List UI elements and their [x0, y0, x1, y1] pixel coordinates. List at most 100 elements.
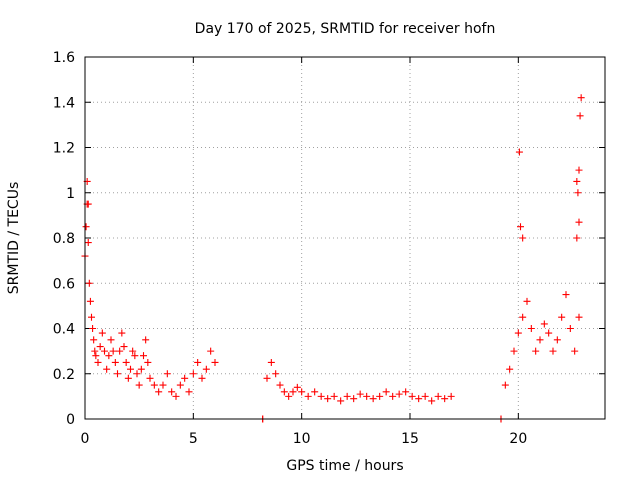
data-point-outlier — [84, 200, 92, 208]
x-tick-labels: 0 5 10 15 20 — [81, 431, 528, 447]
data-point — [111, 358, 119, 366]
data-point — [124, 374, 132, 382]
data-point — [280, 388, 288, 396]
data-point — [211, 358, 219, 366]
data-point — [350, 395, 358, 403]
y-tick-label: 1 — [66, 186, 75, 202]
y-tick-label: 1.6 — [53, 50, 75, 66]
data-point — [146, 374, 154, 382]
data-point — [194, 358, 202, 366]
data-point — [88, 313, 95, 321]
data-point — [272, 370, 280, 378]
data-point — [276, 381, 284, 389]
data-point — [395, 390, 403, 398]
data-point — [510, 347, 518, 355]
data-point — [168, 388, 176, 396]
data-point — [311, 388, 319, 396]
data-point — [402, 388, 410, 396]
data-point — [330, 392, 338, 400]
data-point — [317, 392, 325, 400]
data-point — [298, 388, 306, 396]
data-point — [131, 352, 139, 360]
data-point — [150, 381, 158, 389]
data-point — [304, 392, 312, 400]
data-point — [263, 374, 271, 382]
data-point-outlier — [576, 112, 584, 120]
data-point — [94, 358, 102, 366]
plot-frame — [84, 56, 606, 420]
data-point — [527, 325, 535, 332]
data-point — [289, 388, 297, 396]
data-points — [81, 94, 585, 423]
y-tick-label: 1.2 — [53, 141, 75, 157]
data-point — [506, 365, 514, 373]
data-point — [122, 358, 130, 366]
data-point-outlier — [575, 218, 583, 226]
x-axis-label: GPS time / hours — [286, 458, 403, 474]
data-point-outlier — [573, 177, 581, 185]
data-point — [285, 392, 293, 400]
x-tick-label: 10 — [293, 431, 311, 447]
x-tick-label: 5 — [189, 431, 198, 447]
data-point — [376, 392, 384, 400]
data-point — [103, 365, 111, 373]
data-point — [421, 392, 429, 400]
data-point — [133, 370, 141, 378]
data-point — [553, 336, 561, 344]
data-point — [129, 347, 137, 355]
data-point-outlier — [575, 166, 583, 174]
data-point — [575, 313, 583, 321]
data-point-outlier — [573, 234, 581, 242]
data-point — [571, 347, 579, 355]
y-tick-label: 0 — [66, 412, 75, 428]
data-point — [137, 365, 145, 373]
data-point — [389, 392, 397, 400]
y-tick-label: 0.2 — [53, 367, 75, 383]
data-point — [356, 390, 364, 398]
y-tick-label: 0.4 — [53, 322, 75, 338]
data-point — [89, 325, 97, 332]
data-point — [172, 392, 180, 400]
data-point-outlier — [574, 189, 582, 197]
data-point — [369, 395, 377, 403]
y-axis-label: SRMTID / TECUs — [6, 182, 22, 295]
data-point — [428, 397, 436, 405]
data-point — [98, 329, 106, 337]
data-point — [519, 313, 527, 321]
data-point — [202, 365, 210, 373]
data-point — [447, 392, 455, 400]
data-point — [181, 374, 189, 382]
data-point — [408, 392, 416, 400]
data-point — [140, 352, 147, 360]
data-point — [176, 381, 184, 389]
data-point — [135, 381, 143, 389]
y-tick-label: 0.6 — [53, 276, 75, 292]
data-point — [185, 388, 193, 396]
data-point-outlier — [515, 148, 523, 156]
x-tick-label: 15 — [401, 431, 419, 447]
data-point — [549, 347, 557, 355]
data-point — [85, 279, 93, 287]
data-point — [127, 365, 134, 373]
data-point — [120, 343, 128, 351]
data-point — [144, 358, 152, 366]
data-point — [101, 347, 108, 355]
data-point — [566, 325, 574, 332]
y-tick-label: 0.8 — [53, 231, 75, 247]
data-point — [267, 358, 275, 366]
x-tick-label: 20 — [509, 431, 527, 447]
data-point — [207, 347, 215, 355]
data-point — [189, 370, 197, 378]
data-point — [86, 297, 94, 305]
data-point — [105, 352, 113, 360]
data-point — [82, 223, 90, 231]
data-point — [159, 381, 167, 389]
data-point — [434, 392, 442, 400]
data-point — [536, 336, 544, 344]
data-point — [558, 313, 566, 321]
data-point — [441, 395, 449, 403]
data-point — [90, 336, 98, 344]
data-point — [337, 397, 345, 405]
data-point — [198, 374, 206, 382]
